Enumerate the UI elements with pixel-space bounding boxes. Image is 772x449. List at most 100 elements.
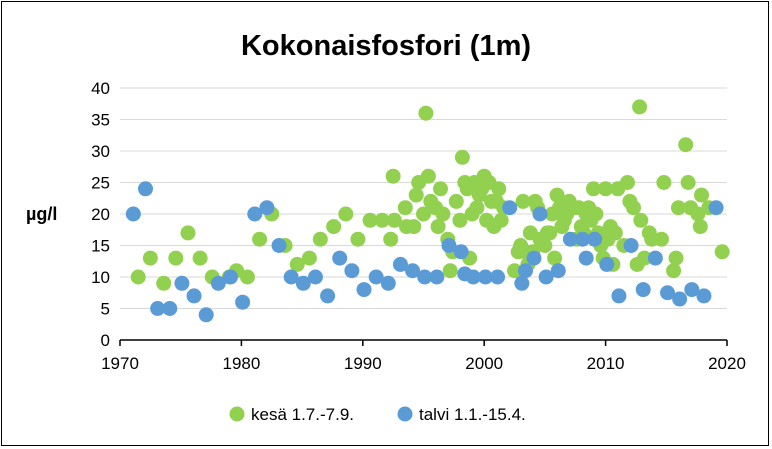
data-point bbox=[417, 269, 433, 285]
data-point bbox=[633, 212, 649, 228]
data-point bbox=[469, 200, 485, 216]
data-point bbox=[578, 250, 594, 266]
data-point bbox=[405, 263, 421, 279]
data-point bbox=[588, 206, 604, 222]
data-point bbox=[222, 269, 238, 285]
data-point bbox=[418, 105, 434, 121]
data-point bbox=[312, 231, 328, 247]
data-point bbox=[320, 288, 336, 304]
data-point bbox=[385, 168, 401, 184]
data-point bbox=[386, 212, 402, 228]
legend-marker bbox=[229, 406, 245, 422]
data-point bbox=[453, 244, 469, 260]
data-point bbox=[547, 250, 563, 266]
data-point bbox=[252, 231, 268, 247]
data-point bbox=[338, 206, 354, 222]
data-point bbox=[210, 275, 226, 291]
data-point bbox=[490, 269, 506, 285]
data-point bbox=[635, 282, 651, 298]
data-point bbox=[180, 225, 196, 241]
data-point bbox=[432, 181, 448, 197]
data-point bbox=[162, 301, 178, 316]
data-point bbox=[549, 187, 565, 203]
data-point bbox=[623, 238, 639, 253]
data-point bbox=[397, 200, 413, 216]
data-point bbox=[562, 231, 578, 247]
data-point bbox=[585, 181, 601, 197]
data-point bbox=[668, 250, 684, 266]
data-point bbox=[289, 256, 305, 272]
data-point bbox=[307, 269, 323, 285]
data-point bbox=[714, 244, 730, 260]
data-point bbox=[550, 263, 566, 279]
y-tick-label: 0 bbox=[101, 331, 110, 350]
data-point bbox=[532, 206, 548, 222]
legend-label: kesä 1.7.-7.9. bbox=[251, 405, 354, 424]
data-point bbox=[368, 269, 384, 285]
data-point bbox=[392, 256, 408, 272]
y-axis-label: µg/l bbox=[26, 204, 57, 224]
y-tick-label: 10 bbox=[91, 268, 110, 287]
data-point bbox=[690, 206, 706, 222]
y-tick-label: 5 bbox=[101, 300, 110, 319]
x-tick-label: 2000 bbox=[465, 354, 503, 373]
data-point bbox=[380, 275, 396, 291]
data-point bbox=[670, 200, 686, 216]
data-point bbox=[666, 263, 682, 279]
data-point bbox=[408, 187, 424, 203]
data-point bbox=[680, 175, 696, 190]
data-point bbox=[465, 269, 481, 285]
data-point bbox=[607, 225, 623, 241]
data-point bbox=[350, 231, 366, 247]
series-summer bbox=[130, 99, 730, 291]
data-point bbox=[435, 206, 451, 222]
data-point bbox=[429, 269, 445, 285]
data-point bbox=[542, 225, 558, 241]
data-point bbox=[332, 250, 348, 266]
data-point bbox=[174, 275, 190, 291]
data-point bbox=[442, 263, 458, 279]
data-point bbox=[130, 269, 146, 285]
data-point bbox=[684, 282, 700, 298]
data-point bbox=[259, 200, 275, 216]
data-point bbox=[326, 219, 342, 235]
data-point bbox=[587, 231, 603, 247]
data-point bbox=[708, 200, 724, 216]
data-point bbox=[537, 238, 553, 253]
data-point bbox=[696, 288, 712, 304]
data-point bbox=[656, 175, 672, 190]
data-point bbox=[406, 219, 422, 235]
data-point bbox=[247, 206, 263, 222]
data-point bbox=[502, 200, 518, 216]
data-point bbox=[599, 256, 615, 272]
data-point bbox=[694, 187, 710, 203]
data-point bbox=[125, 206, 141, 222]
data-point bbox=[283, 269, 299, 285]
y-tick-label: 40 bbox=[91, 79, 110, 98]
y-tick-label: 35 bbox=[91, 111, 110, 130]
data-point bbox=[142, 250, 158, 266]
data-point bbox=[632, 99, 648, 115]
data-point bbox=[374, 212, 390, 228]
data-point bbox=[619, 175, 635, 190]
data-point bbox=[295, 275, 311, 291]
x-tick-label: 1970 bbox=[101, 354, 139, 373]
data-point bbox=[344, 263, 360, 279]
data-point bbox=[192, 250, 208, 266]
data-point bbox=[168, 250, 184, 266]
data-point bbox=[514, 275, 530, 291]
y-tick-label: 25 bbox=[91, 174, 110, 193]
data-point bbox=[137, 181, 153, 197]
data-point bbox=[454, 149, 470, 165]
x-tick-label: 1980 bbox=[222, 354, 260, 373]
data-point bbox=[647, 250, 663, 266]
data-point bbox=[515, 193, 531, 209]
y-tick-label: 20 bbox=[91, 205, 110, 224]
data-point bbox=[362, 212, 378, 228]
data-point bbox=[636, 250, 652, 266]
data-points bbox=[125, 99, 730, 323]
data-point bbox=[626, 200, 642, 216]
series-winter bbox=[125, 181, 724, 323]
data-point bbox=[150, 301, 166, 316]
